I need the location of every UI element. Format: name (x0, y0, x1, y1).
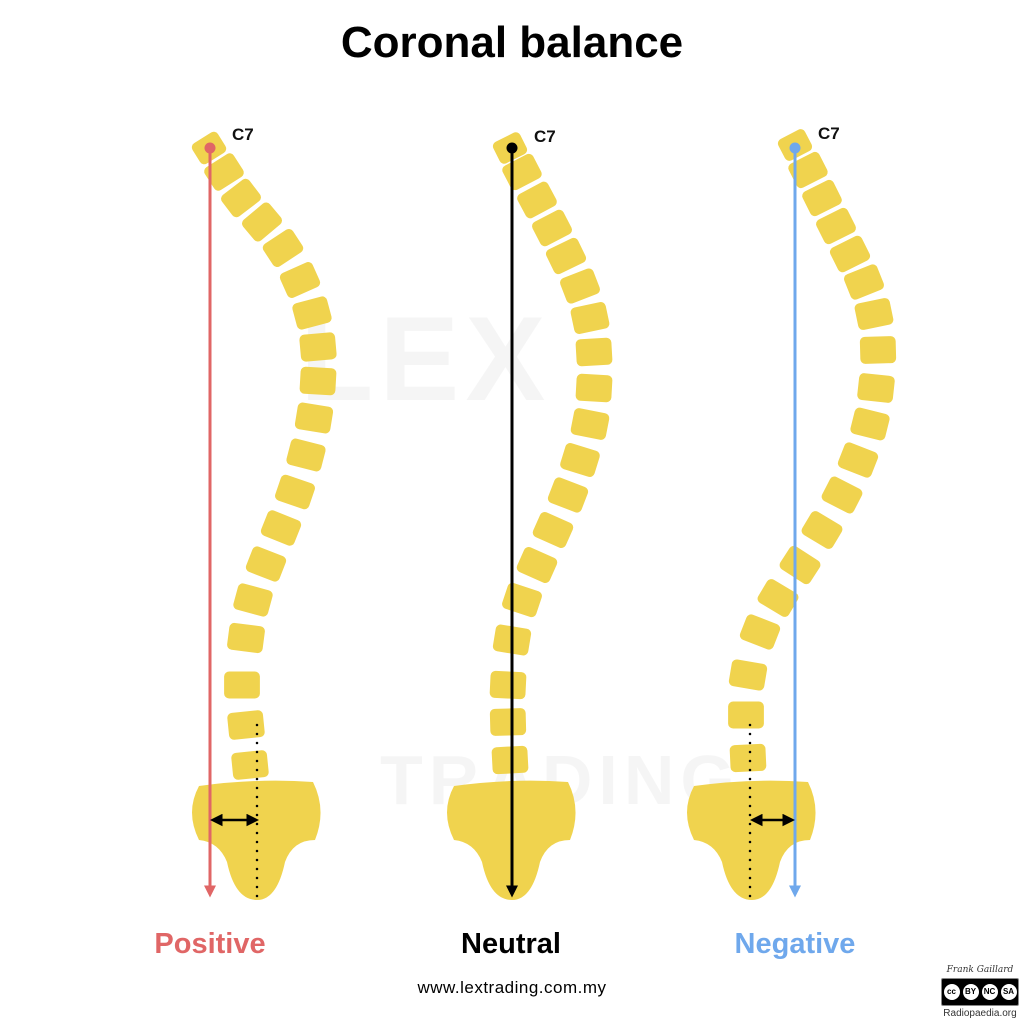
vertebra (489, 670, 527, 700)
vertebra (575, 373, 613, 403)
vertebra (844, 264, 884, 300)
c7-point (204, 142, 216, 154)
vertebra (532, 209, 572, 247)
vertebra (801, 511, 843, 549)
vertebra (545, 237, 587, 275)
vertebra (821, 476, 863, 514)
credit-author: Frank Gaillard (946, 965, 1014, 975)
vertebra (204, 153, 244, 191)
label-positive: Positive (154, 928, 266, 960)
sacrum (192, 780, 321, 900)
vertebra (837, 442, 879, 478)
vertebra (560, 443, 600, 477)
credit-site: Radiopaedia.org (943, 1008, 1017, 1019)
vertebra (829, 235, 871, 273)
c7-point (789, 142, 801, 154)
spine-neutral (447, 132, 613, 900)
vertebra (233, 583, 273, 617)
vertebra (728, 659, 768, 691)
nc-icon: NC (981, 984, 998, 1000)
cc-icon: cc (943, 984, 960, 1000)
vertebra (854, 298, 894, 330)
sa-icon: SA (1000, 984, 1017, 1000)
vertebra (517, 181, 557, 219)
vertebra (275, 474, 315, 510)
vertebra (292, 296, 332, 330)
vertebra (816, 207, 856, 245)
vertebra (570, 408, 610, 440)
vertebra (739, 614, 781, 650)
vertebra (260, 510, 302, 546)
vertebra (779, 545, 821, 585)
vertebra (850, 407, 890, 441)
vertebra (299, 332, 337, 362)
vertebra (286, 438, 326, 472)
vertebra (757, 579, 799, 617)
vertebra (728, 701, 764, 729)
license-credit: Frank Gaillard cc BY NC SA Radiopaedia.o… (940, 965, 1020, 1019)
vertebra (245, 546, 287, 582)
c7-label-negative: C7 (818, 124, 840, 143)
vertebra (489, 708, 527, 736)
vertebra (802, 179, 842, 217)
vertebra (241, 202, 283, 242)
vertebra (516, 547, 558, 583)
vertebra (570, 302, 610, 334)
vertebra (227, 622, 265, 654)
page-title: Coronal balance (340, 18, 684, 67)
footer-url: www.lextrading.com.my (417, 978, 607, 997)
c7-point (506, 142, 518, 154)
vertebra (262, 228, 304, 268)
label-negative: Negative (734, 928, 856, 960)
vertebra (560, 268, 600, 304)
vertebra (279, 262, 321, 298)
c7-label-neutral: C7 (534, 127, 556, 146)
vertebra (224, 671, 260, 699)
label-neutral: Neutral (461, 928, 561, 960)
vertebra (575, 337, 613, 367)
vertebra (729, 743, 767, 773)
vertebra (491, 745, 529, 775)
spine-negative (687, 129, 897, 900)
vertebra (532, 512, 574, 548)
vertebra (502, 582, 542, 618)
vertebra (859, 336, 897, 364)
vertebra (227, 710, 265, 740)
vertebra (231, 750, 269, 780)
cc-license-badge: cc BY NC SA (941, 978, 1019, 1006)
vertebra (221, 178, 261, 218)
by-icon: BY (962, 984, 979, 1000)
vertebra (294, 402, 334, 434)
sacrum (687, 780, 816, 900)
spine-positive (191, 131, 337, 900)
vertebra (299, 366, 337, 396)
vertebra (788, 151, 828, 189)
vertebra (857, 373, 895, 403)
c7-label-positive: C7 (232, 125, 254, 144)
vertebra (547, 477, 589, 513)
